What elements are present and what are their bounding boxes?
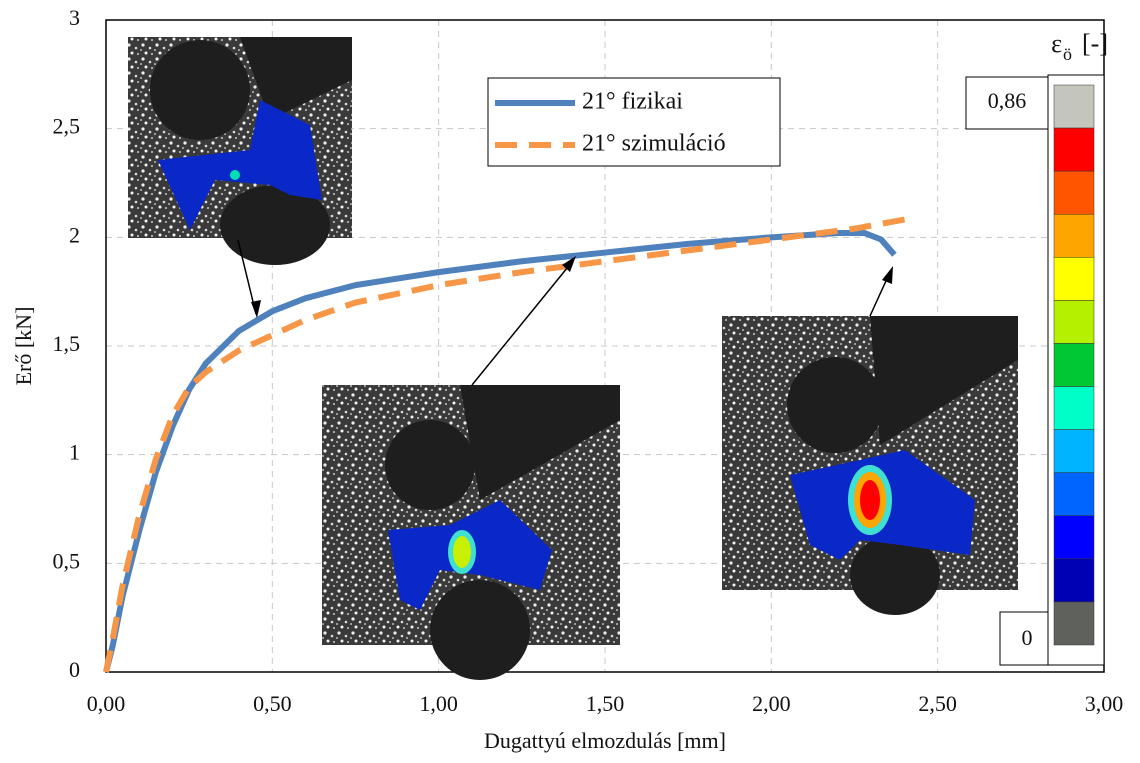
colorbar-symbol: ε: [1051, 29, 1062, 58]
colorbar-subscript: ö: [1063, 44, 1072, 64]
data-line: [103, 214, 915, 673]
colorbar-step: [1053, 257, 1095, 301]
x-tick-label: 0,00: [87, 691, 126, 716]
x-tick-label: 1,50: [586, 691, 625, 716]
colorbar-unit: [-]: [1082, 29, 1108, 58]
legend: 21° fizikai 21° szimuláció: [487, 77, 781, 167]
colorbar-step: [1053, 472, 1095, 517]
x-axis-title: Dugattyú elmozdulás [mm]: [484, 728, 726, 753]
inset-3: [722, 266, 1018, 615]
inset-images: [128, 37, 1018, 680]
inset-1: [128, 37, 352, 318]
colorbar-step: [1053, 300, 1095, 344]
x-tick-label: 0,50: [253, 691, 292, 716]
colorbar-step: [1053, 429, 1095, 473]
legend-label: 21° szimuláció: [582, 131, 726, 157]
legend-label: 21° fizikai: [582, 89, 683, 115]
colorbar-step: [1053, 170, 1095, 215]
y-axis-title: Erő [kN]: [11, 307, 36, 386]
lines: [103, 214, 915, 673]
y-tick-label: 2,5: [53, 114, 81, 139]
colorbar-step: [1053, 386, 1095, 430]
y-tick-label: 3: [69, 5, 80, 30]
legend-box: [487, 77, 781, 167]
y-tick-label: 0,5: [53, 548, 81, 573]
x-tick-label: 2,50: [918, 691, 957, 716]
colorbar-step: [1053, 515, 1095, 560]
y-tick-label: 0: [69, 657, 80, 682]
colorbar-max-label: 0,86: [988, 88, 1027, 113]
y-tick-label: 2: [69, 222, 80, 247]
inset-2: [322, 256, 620, 680]
colorbar-step: [1053, 127, 1095, 172]
x-tick-label: 2,00: [752, 691, 791, 716]
colorbar-min-label: 0: [1022, 625, 1033, 650]
colorbar-step: [1053, 213, 1095, 258]
y-tick-label: 1: [69, 440, 80, 465]
colorbar: ε ö [-] 0,86 0: [965, 29, 1108, 666]
colorbar-step: [1053, 558, 1095, 603]
data-line: [103, 229, 897, 673]
colorbar-step: [1053, 84, 1095, 129]
x-tick-label: 1,00: [419, 691, 458, 716]
x-tick-label: 3,00: [1085, 691, 1124, 716]
colorbar-step: [1053, 343, 1095, 387]
y-tick-label: 1,5: [53, 331, 81, 356]
colorbar-min-box: [999, 611, 1049, 666]
colorbar-step: [1053, 601, 1095, 646]
colorbar-max-box: [965, 76, 1049, 130]
